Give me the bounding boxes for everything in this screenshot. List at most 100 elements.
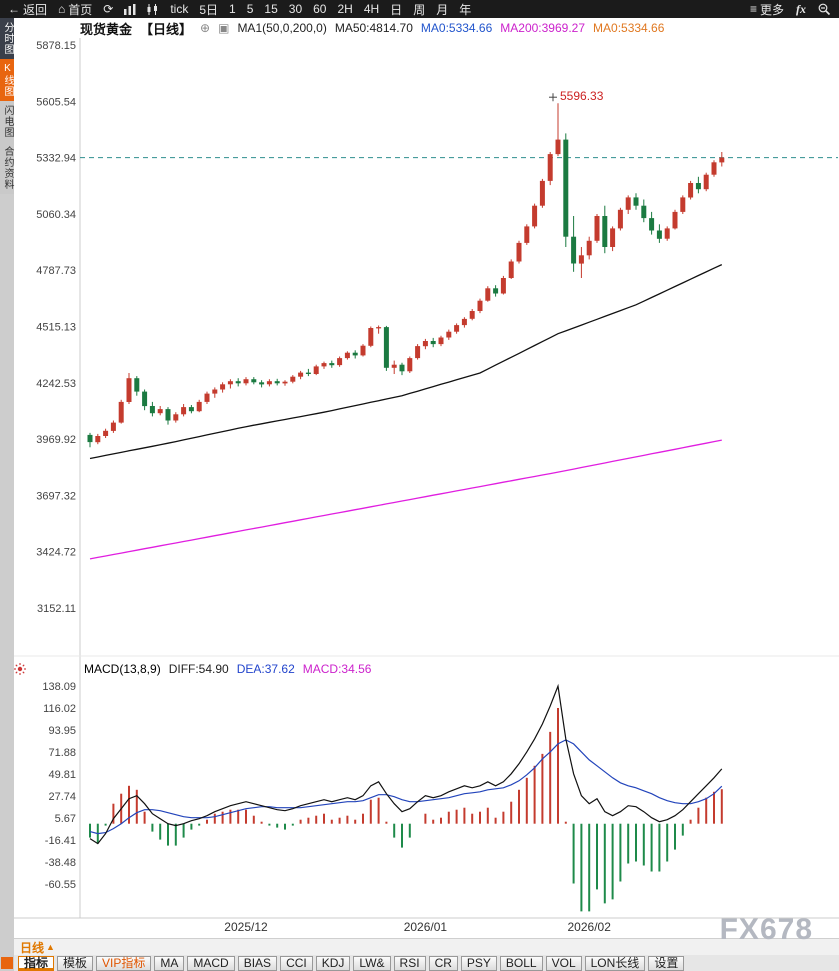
ma-legend-item: MA0:5334.66: [593, 21, 665, 35]
menu-icon: ≡: [749, 2, 757, 16]
indicator-tab[interactable]: LW&: [353, 955, 391, 971]
back-arrow-icon: ←: [8, 2, 20, 16]
ma-legend-item: MA50:4814.70: [334, 21, 413, 35]
period-tag: 【日线】: [140, 21, 193, 37]
ma-settings-icon[interactable]: ▣: [218, 21, 230, 35]
svg-text:5605.54: 5605.54: [36, 96, 76, 108]
svg-text:3697.32: 3697.32: [36, 490, 76, 502]
svg-text:3969.92: 3969.92: [36, 434, 76, 446]
more-button[interactable]: ≡ 更多: [749, 2, 784, 17]
indicator-tab[interactable]: LON长线: [584, 955, 646, 971]
svg-text:4787.73: 4787.73: [36, 265, 76, 277]
five-day-button[interactable]: 5日: [199, 2, 219, 17]
indicator-tab[interactable]: BOLL: [499, 955, 543, 971]
home-button[interactable]: ⌂ 首页: [58, 2, 93, 17]
interval-button[interactable]: 5: [246, 2, 254, 16]
sidebar-item[interactable]: 合约资料: [0, 142, 14, 194]
candle-chart-type-button[interactable]: [147, 3, 159, 15]
svg-text:5332.94: 5332.94: [36, 153, 76, 165]
svg-text:2026/01: 2026/01: [404, 920, 448, 934]
macd-title: MACD(13,8,9): [84, 662, 161, 676]
interval-button[interactable]: 1: [229, 2, 236, 16]
macd-header: MACD(13,8,9) DIFF:54.90 DEA:37.62 MACD:34.…: [84, 662, 371, 676]
svg-text:4242.53: 4242.53: [36, 378, 76, 390]
svg-text:2025/12: 2025/12: [224, 920, 268, 934]
indicator-settings-icon[interactable]: [13, 662, 27, 676]
home-icon: ⌂: [58, 2, 66, 16]
left-sidebar: 分时图 K线图 闪电图 合约资料: [0, 18, 14, 971]
svg-text:93.95: 93.95: [48, 725, 76, 737]
sidebar-item[interactable]: K线图: [0, 59, 14, 101]
macd-values: DIFF:54.90 DEA:37.62 MACD:34.56: [169, 662, 372, 676]
sidebar-footer-tile[interactable]: [1, 957, 13, 969]
svg-text:-60.55: -60.55: [45, 879, 76, 891]
fx-button[interactable]: fx: [796, 1, 806, 16]
interval-button[interactable]: 15: [264, 2, 278, 16]
expand-icon[interactable]: ⊕: [200, 21, 211, 35]
bar-chart-type-button[interactable]: [124, 3, 136, 15]
macd-value-item: DIFF:54.90: [168, 662, 229, 676]
indicator-tab[interactable]: VIP指标: [96, 955, 152, 971]
ma-legend-item: MA1(50,0,200,0): [237, 21, 327, 35]
magnifier-minus-icon: [818, 3, 831, 15]
indicator-tab[interactable]: 设置: [648, 955, 685, 971]
indicator-tab-bar: 指标 模板 VIP指标 MA MACD BIAS CCI KDJ LW& RSI CR PSY BOLL…: [14, 955, 839, 971]
svg-text:5596.33: 5596.33: [560, 89, 604, 103]
svg-text:2026/02: 2026/02: [568, 920, 612, 934]
indicator-tab[interactable]: CCI: [280, 955, 313, 971]
indicator-tab[interactable]: 模板: [57, 955, 94, 971]
svg-text:4515.13: 4515.13: [36, 322, 76, 334]
svg-text:-38.48: -38.48: [45, 857, 76, 869]
interval-group: 1 5 15 30 60 2H 4H 日周月年: [229, 1, 471, 18]
instrument-name: 现货黄金: [80, 21, 133, 37]
indicator-tab[interactable]: CR: [428, 955, 458, 971]
interval-button[interactable]: 30: [288, 2, 303, 16]
indicator-tab[interactable]: VOL: [545, 955, 582, 971]
interval-button[interactable]: 日: [390, 2, 403, 17]
sidebar-item[interactable]: 闪电图: [0, 101, 14, 142]
top-toolbar: ← 返回 ⌂ 首页 ⟳ tick 5日 1 5 15 30 60 2H 4H 日周月年 ≡ 更…: [0, 0, 839, 18]
indicator-tab[interactable]: MACD: [187, 955, 235, 971]
svg-text:27.74: 27.74: [48, 791, 76, 803]
bar-chart-icon: [124, 3, 136, 15]
indicator-tab[interactable]: BIAS: [237, 955, 278, 971]
indicator-tab[interactable]: PSY: [460, 955, 497, 971]
svg-text:3424.72: 3424.72: [36, 547, 76, 559]
svg-text:5060.34: 5060.34: [36, 209, 76, 221]
indicator-tab[interactable]: RSI: [393, 955, 426, 971]
period-selector[interactable]: 日线 ▲: [20, 940, 55, 955]
refresh-icon: ⟳: [103, 2, 114, 16]
ma-legend: MA1(50,0,200,0) MA50:4814.70 MA0:5334.66 MA…: [237, 21, 664, 35]
svg-text:3152.11: 3152.11: [37, 603, 76, 615]
back-button[interactable]: ← 返回: [8, 2, 48, 17]
svg-text:116.02: 116.02: [43, 703, 76, 715]
indicator-tab[interactable]: 指标: [18, 955, 55, 971]
svg-text:5.67: 5.67: [55, 813, 76, 825]
ma-legend-item: MA0:5334.66: [420, 21, 493, 35]
candle-chart-icon: [147, 3, 158, 15]
chart-header: 现货黄金 【日线】 ⊕ ▣ MA1(50,0,200,0) MA50:4814.7…: [80, 20, 664, 37]
period-row: 日线 ▲: [14, 938, 839, 955]
interval-button[interactable]: 周: [413, 2, 426, 17]
tick-chart-button[interactable]: tick: [170, 2, 189, 16]
svg-text:5878.15: 5878.15: [36, 40, 76, 52]
svg-text:138.09: 138.09: [42, 681, 76, 693]
caret-up-icon: ▲: [46, 942, 55, 952]
zoom-out-button[interactable]: [818, 3, 831, 16]
macd-value-item: MACD:34.56: [302, 662, 372, 676]
interval-button[interactable]: 4H: [363, 2, 380, 16]
indicator-tab[interactable]: KDJ: [315, 955, 351, 971]
svg-text:-16.41: -16.41: [45, 835, 76, 847]
interval-button[interactable]: 60: [313, 2, 327, 16]
sidebar-item[interactable]: 分时图: [0, 18, 14, 59]
svg-text:71.88: 71.88: [48, 747, 76, 759]
toolbar-right-group: ≡ 更多 fx: [750, 1, 831, 18]
indicator-tab[interactable]: MA: [154, 955, 185, 971]
interval-button[interactable]: 月: [436, 2, 449, 17]
sun-icon: [14, 663, 26, 675]
interval-button[interactable]: 2H: [337, 2, 353, 16]
interval-button[interactable]: 年: [459, 2, 472, 17]
refresh-button[interactable]: ⟳: [103, 2, 113, 16]
